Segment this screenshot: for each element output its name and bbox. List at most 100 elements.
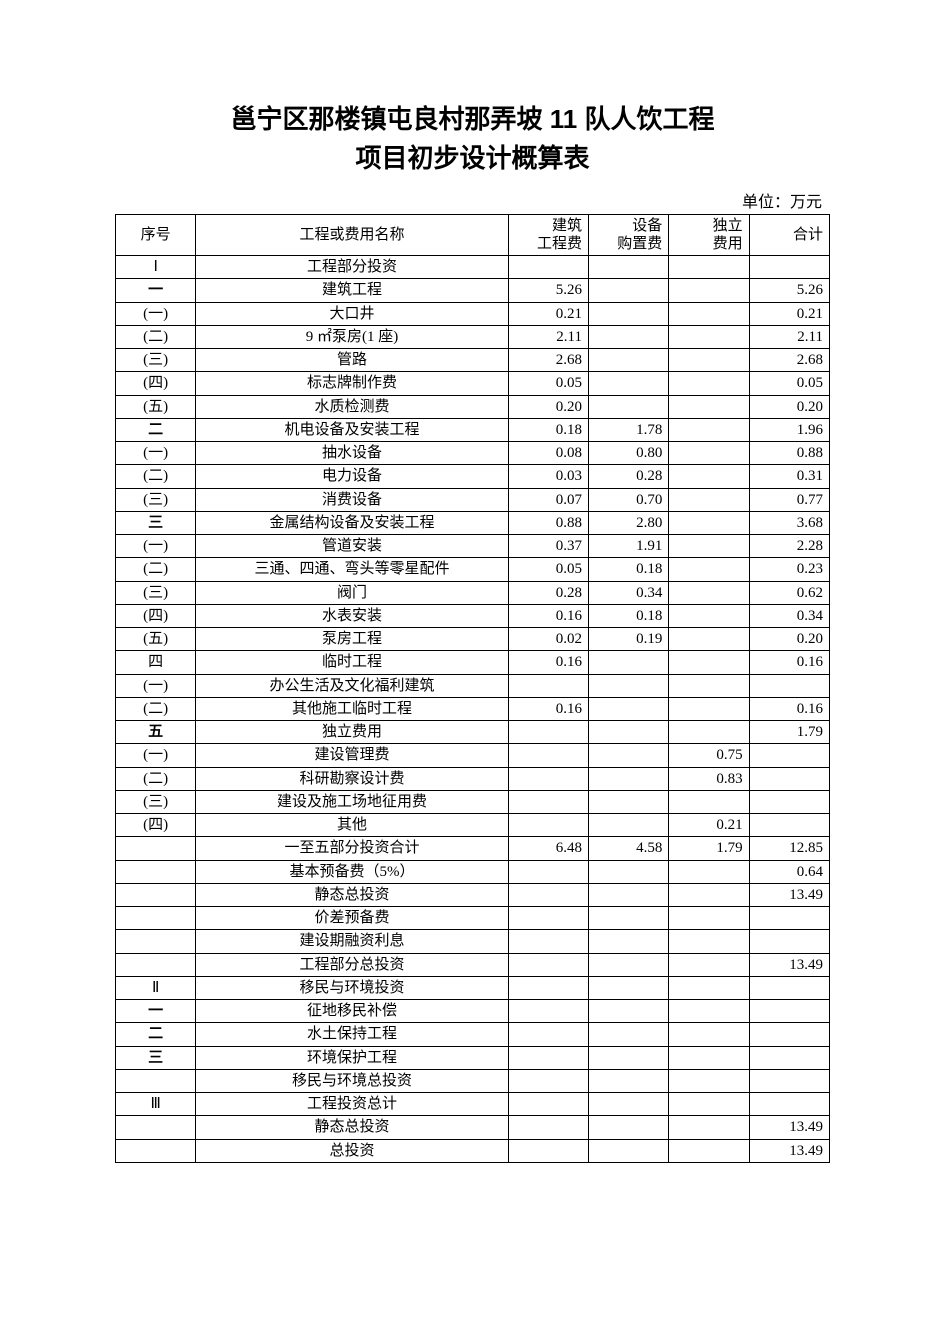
cell-independent (669, 604, 749, 627)
cell-construction (508, 1023, 588, 1046)
cell-equipment (589, 930, 669, 953)
table-row: (二)三通、四通、弯头等零星配件0.050.180.23 (116, 558, 830, 581)
cell-equipment: 2.80 (589, 511, 669, 534)
cell-total: 0.23 (749, 558, 829, 581)
cell-equipment (589, 883, 669, 906)
cell-construction (508, 767, 588, 790)
cell-equipment: 0.34 (589, 581, 669, 604)
table-row: (二)电力设备0.030.280.31 (116, 465, 830, 488)
cell-construction: 0.16 (508, 651, 588, 674)
table-row: (四)其他0.21 (116, 814, 830, 837)
cell-construction (508, 1046, 588, 1069)
cell-name: 消费设备 (196, 488, 508, 511)
table-row: (二)其他施工临时工程0.160.16 (116, 697, 830, 720)
cell-equipment (589, 721, 669, 744)
cell-name: 水土保持工程 (196, 1023, 508, 1046)
cell-seq: (四) (116, 604, 196, 627)
cell-independent (669, 976, 749, 999)
cell-construction: 0.16 (508, 697, 588, 720)
cell-name: 价差预备费 (196, 907, 508, 930)
cell-total (749, 744, 829, 767)
col-header-total: 合计 (749, 215, 829, 256)
table-row: (二)9 ㎡泵房(1 座)2.112.11 (116, 325, 830, 348)
cell-seq: (一) (116, 744, 196, 767)
cell-name: 大口井 (196, 302, 508, 325)
cell-independent (669, 907, 749, 930)
cell-equipment (589, 1139, 669, 1162)
cell-construction: 5.26 (508, 279, 588, 302)
table-row: 二机电设备及安装工程0.181.781.96 (116, 418, 830, 441)
cell-total: 13.49 (749, 1116, 829, 1139)
table-row: (五)水质检测费0.200.20 (116, 395, 830, 418)
table-row: (五)泵房工程0.020.190.20 (116, 628, 830, 651)
cell-independent (669, 302, 749, 325)
cell-seq: (三) (116, 790, 196, 813)
cell-total: 13.49 (749, 1139, 829, 1162)
cell-name: 管道安装 (196, 535, 508, 558)
col-header-construction: 建筑工程费 (508, 215, 588, 256)
cell-equipment (589, 1093, 669, 1116)
cell-independent (669, 535, 749, 558)
cell-total: 0.16 (749, 697, 829, 720)
cell-total: 0.62 (749, 581, 829, 604)
cell-equipment (589, 907, 669, 930)
cell-name: 总投资 (196, 1139, 508, 1162)
cell-independent (669, 930, 749, 953)
cell-name: 泵房工程 (196, 628, 508, 651)
table-row: 一至五部分投资合计6.484.581.7912.85 (116, 837, 830, 860)
table-row: 总投资 13.49 (116, 1139, 830, 1162)
cell-total (749, 976, 829, 999)
cell-construction: 0.37 (508, 535, 588, 558)
cell-construction (508, 953, 588, 976)
cell-independent: 0.21 (669, 814, 749, 837)
cell-equipment: 0.28 (589, 465, 669, 488)
cell-independent (669, 349, 749, 372)
cell-total: 0.77 (749, 488, 829, 511)
cell-equipment (589, 744, 669, 767)
cell-name: 工程部分总投资 (196, 953, 508, 976)
cell-construction: 2.11 (508, 325, 588, 348)
cell-name: 移民与环境总投资 (196, 1069, 508, 1092)
cell-construction (508, 1000, 588, 1023)
cell-name: 标志牌制作费 (196, 372, 508, 395)
cell-equipment: 1.78 (589, 418, 669, 441)
cell-construction (508, 1139, 588, 1162)
cell-name: 基本预备费（5%） (196, 860, 508, 883)
cell-total (749, 1023, 829, 1046)
page-title: 邕宁区那楼镇屯良村那弄坡 11 队人饮工程 项目初步设计概算表 (115, 100, 830, 178)
table-row: (四)标志牌制作费0.050.05 (116, 372, 830, 395)
cell-equipment: 4.58 (589, 837, 669, 860)
cell-total: 0.16 (749, 651, 829, 674)
cell-construction (508, 930, 588, 953)
cell-seq (116, 883, 196, 906)
cell-total: 0.31 (749, 465, 829, 488)
table-row: 移民与环境总投资 (116, 1069, 830, 1092)
cell-equipment: 0.18 (589, 604, 669, 627)
cell-total: 0.64 (749, 860, 829, 883)
cell-independent (669, 721, 749, 744)
cell-independent (669, 372, 749, 395)
cell-total (749, 256, 829, 279)
cell-name: 其他 (196, 814, 508, 837)
budget-table: 序号 工程或费用名称 建筑工程费 设备购置费 独立费用 合计 Ⅰ工程部分投资一建… (115, 214, 830, 1163)
cell-seq: 三 (116, 511, 196, 534)
cell-independent (669, 628, 749, 651)
cell-seq: (三) (116, 349, 196, 372)
cell-name: 临时工程 (196, 651, 508, 674)
cell-total (749, 790, 829, 813)
cell-seq (116, 953, 196, 976)
table-row: 五独立费用1.79 (116, 721, 830, 744)
table-row: 价差预备费 (116, 907, 830, 930)
cell-total: 0.21 (749, 302, 829, 325)
cell-total (749, 1000, 829, 1023)
cell-name: 三通、四通、弯头等零星配件 (196, 558, 508, 581)
cell-equipment (589, 395, 669, 418)
cell-independent (669, 953, 749, 976)
cell-equipment (589, 697, 669, 720)
cell-equipment (589, 1116, 669, 1139)
cell-equipment (589, 1000, 669, 1023)
cell-seq: (四) (116, 372, 196, 395)
table-row: (三)阀门0.280.340.62 (116, 581, 830, 604)
cell-name: 水表安装 (196, 604, 508, 627)
table-row: 三环境保护工程 (116, 1046, 830, 1069)
